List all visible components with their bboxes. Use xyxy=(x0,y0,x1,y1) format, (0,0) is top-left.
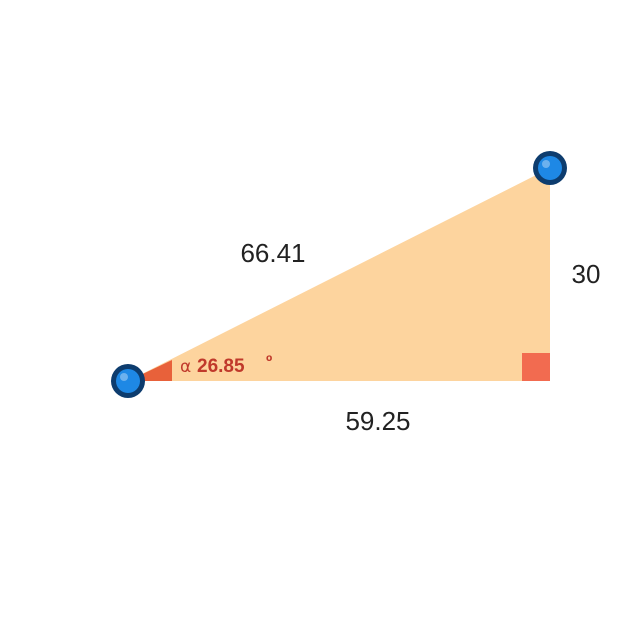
angle-alpha-symbol: α xyxy=(180,357,191,377)
angle-alpha-label: α 26.85 º xyxy=(180,352,272,377)
hypotenuse-length-label: 66.41 xyxy=(240,238,305,268)
angle-alpha-unit: º xyxy=(266,352,272,371)
horizontal-leg-length-label: 59.25 xyxy=(345,406,410,436)
top-right-vertex-handle[interactable] xyxy=(533,151,567,185)
angle-alpha-value: 26.85 xyxy=(197,356,245,377)
right-triangle xyxy=(128,168,550,381)
vertical-leg-length-label: 30 xyxy=(572,259,601,289)
right-angle-marker xyxy=(522,353,550,381)
left-vertex-handle[interactable] xyxy=(111,364,145,398)
